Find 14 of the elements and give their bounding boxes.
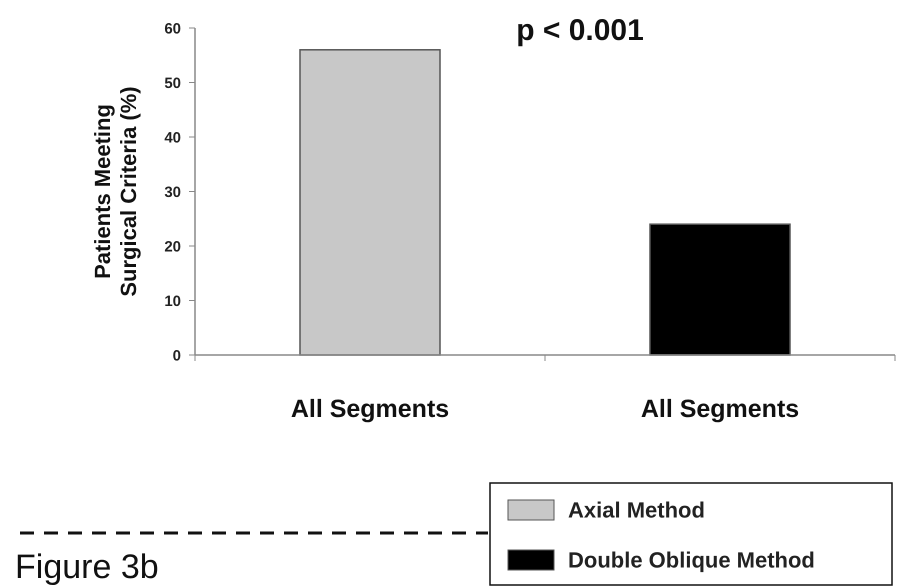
legend-label: Double Oblique Method <box>568 548 815 573</box>
y-tick-label: 60 <box>164 20 181 38</box>
y-tick-label: 30 <box>164 184 181 201</box>
y-tick-label: 0 <box>172 347 181 364</box>
y-tick-label: 50 <box>164 74 181 92</box>
y-tick-label: 20 <box>164 238 181 256</box>
caption: Figure 3b <box>15 548 159 586</box>
x-tick-label: All Segments <box>640 395 800 423</box>
annotation: p < 0.001 <box>516 14 644 47</box>
y-axis-title: Patients Meeting Surgical Criteria (%) <box>90 86 141 297</box>
y-tick-label: 10 <box>164 292 181 310</box>
legend-label: Axial Method <box>568 498 705 523</box>
y-tick-label: 40 <box>164 129 181 146</box>
x-tick-label: All Segments <box>290 395 450 423</box>
